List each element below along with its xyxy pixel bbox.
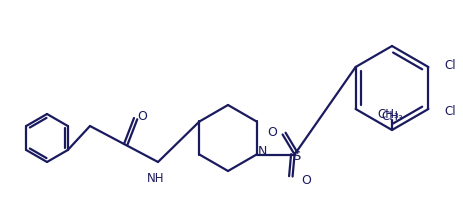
Text: NH: NH — [147, 172, 164, 184]
Text: Cl: Cl — [444, 105, 455, 117]
Text: Cl: Cl — [444, 59, 455, 71]
Text: CH₃: CH₃ — [380, 109, 402, 123]
Text: O: O — [137, 109, 147, 123]
Text: O: O — [301, 174, 311, 187]
Text: O: O — [267, 126, 277, 139]
Text: N: N — [257, 145, 267, 158]
Text: S: S — [292, 150, 300, 163]
Text: CH₃: CH₃ — [376, 107, 398, 121]
